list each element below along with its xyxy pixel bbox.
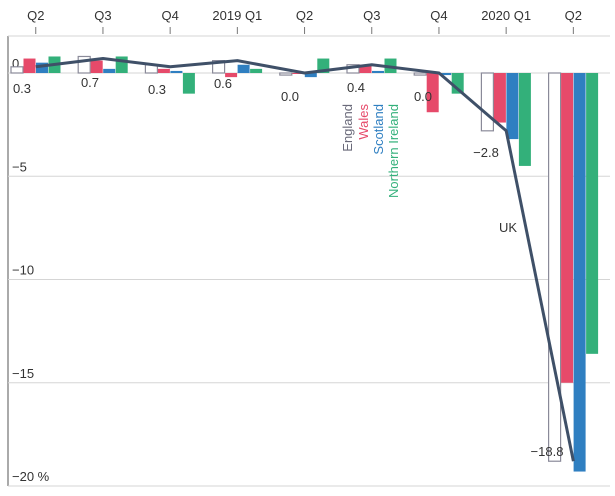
bar-england	[10, 66, 24, 74]
bar-scotland	[506, 73, 519, 140]
bar-scotland	[36, 62, 48, 73]
bar-scotland	[439, 73, 452, 76]
value-label: 0.4	[347, 80, 365, 95]
bar-scotland	[103, 68, 116, 73]
bar-england	[480, 72, 494, 132]
x-tick-label: Q3	[363, 8, 380, 23]
bar-wales	[23, 58, 36, 73]
bar-northern-ireland	[250, 68, 263, 73]
bar-wales	[157, 68, 170, 73]
legend-item-wales: Wales	[356, 104, 371, 140]
legend-item-northern-ireland: Northern Ireland	[386, 104, 401, 198]
y-tick-label: −15	[12, 366, 34, 381]
x-tick-label: Q4	[161, 8, 178, 23]
bar-northern-ireland	[518, 73, 531, 166]
bar-northern-ireland	[182, 73, 195, 94]
y-tick-label: −10	[12, 263, 34, 278]
bar-scotland	[573, 73, 586, 472]
x-tick-label: Q2	[296, 8, 313, 23]
value-label: 0.7	[81, 75, 99, 90]
bar-wales	[359, 64, 372, 73]
uk-line	[35, 57, 575, 462]
x-tick-label: Q3	[94, 8, 111, 23]
bar-scotland	[372, 70, 384, 73]
bar-wales	[225, 73, 238, 78]
value-label: 0.0	[414, 89, 432, 104]
bar-wales	[292, 73, 305, 74]
legend-item-scotland: Scotland	[371, 104, 386, 155]
bar-wales	[561, 73, 574, 383]
bar-england	[547, 72, 562, 462]
y-tick-label: −5	[12, 159, 27, 174]
value-label: −18.8	[531, 444, 564, 459]
bar-northern-ireland	[586, 73, 599, 354]
bar-wales	[493, 73, 506, 123]
value-label: −2.8	[473, 145, 499, 160]
bar-northern-ireland	[451, 73, 464, 94]
uk-line-label: UK	[499, 220, 517, 235]
bar-england	[279, 72, 293, 76]
x-tick-label: 2019 Q1	[212, 8, 262, 23]
bar-wales	[90, 60, 103, 73]
value-label: 0.6	[214, 76, 232, 91]
x-tick-label: 2020 Q1	[481, 8, 531, 23]
value-label: 0.3	[13, 81, 31, 96]
value-label: 0.0	[281, 89, 299, 104]
bar-wales	[426, 73, 439, 113]
value-label: 0.3	[148, 82, 166, 97]
y-tick-label: −20 %	[12, 469, 50, 484]
bar-england	[413, 72, 427, 76]
bar-scotland	[304, 73, 317, 78]
x-tick-label: Q2	[565, 8, 582, 23]
legend-item-england: England	[340, 104, 355, 152]
x-tick-label: Q2	[27, 8, 44, 23]
x-tick-label: Q4	[430, 8, 447, 23]
bar-scotland	[170, 70, 183, 73]
y-tick-label: 0	[12, 56, 19, 71]
bar-scotland	[237, 64, 250, 73]
